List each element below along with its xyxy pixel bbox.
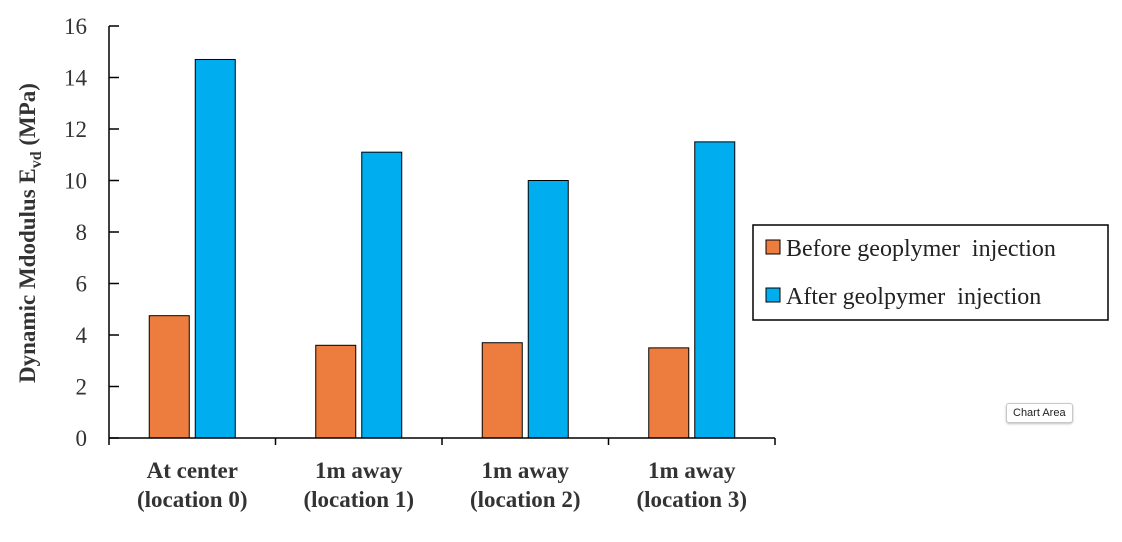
legend-swatch [765,287,781,303]
y-tick-label: 12 [64,117,87,142]
bar-series-0 [648,347,690,439]
x-category-label: (location 0) [137,487,248,512]
bar-series-0 [148,315,190,439]
y-axis: 0 2 4 6 8 10 12 14 16 [64,14,119,451]
y-tick-label: 4 [76,323,88,348]
legend: Before geoplymer injection After geolpyme… [752,224,1109,321]
bar-series-1 [194,58,236,439]
y-axis-label: Dynamic Mdodulus Evd (MPa) [15,83,45,383]
x-category-label: At center [147,458,238,483]
x-category-label: 1m away [481,458,569,483]
y-tick-label: 16 [64,14,87,39]
bar-series-1 [694,141,736,439]
chart-area-tooltip: Chart Area [1006,403,1073,423]
legend-box [752,224,1109,321]
x-category-label: (location 1) [303,487,414,512]
legend-swatch [765,239,781,255]
y-tick-label: 8 [76,220,88,245]
y-axis-label-main: Dynamic Mdodulus E [15,168,40,383]
bar-series-0 [315,344,357,439]
y-tick-label: 10 [64,169,87,194]
bar-series-1 [361,151,403,439]
x-category-label: (location 2) [470,487,581,512]
legend-label: After geolpymer injection [786,284,1041,310]
x-axis: At center (location 0) 1m away (location 1)… [108,437,776,512]
bar-series-0 [481,342,523,439]
x-category-label: 1m away [648,458,736,483]
y-tick-label: 2 [76,375,88,400]
y-tick-label: 0 [76,426,88,451]
x-category-label: 1m away [315,458,403,483]
y-tick-label: 6 [76,272,88,297]
y-axis-label-unit: (MPa) [15,83,40,151]
bar-series-1 [527,180,569,439]
legend-label: Before geoplymer injection [786,236,1056,262]
svg-text:Dynamic Mdodulus Evd (MPa): Dynamic Mdodulus Evd (MPa) [15,83,45,383]
y-tick-label: 14 [64,66,88,91]
bars [148,58,736,439]
y-axis-label-subscript: vd [28,151,45,168]
x-category-label: (location 3) [636,487,747,512]
